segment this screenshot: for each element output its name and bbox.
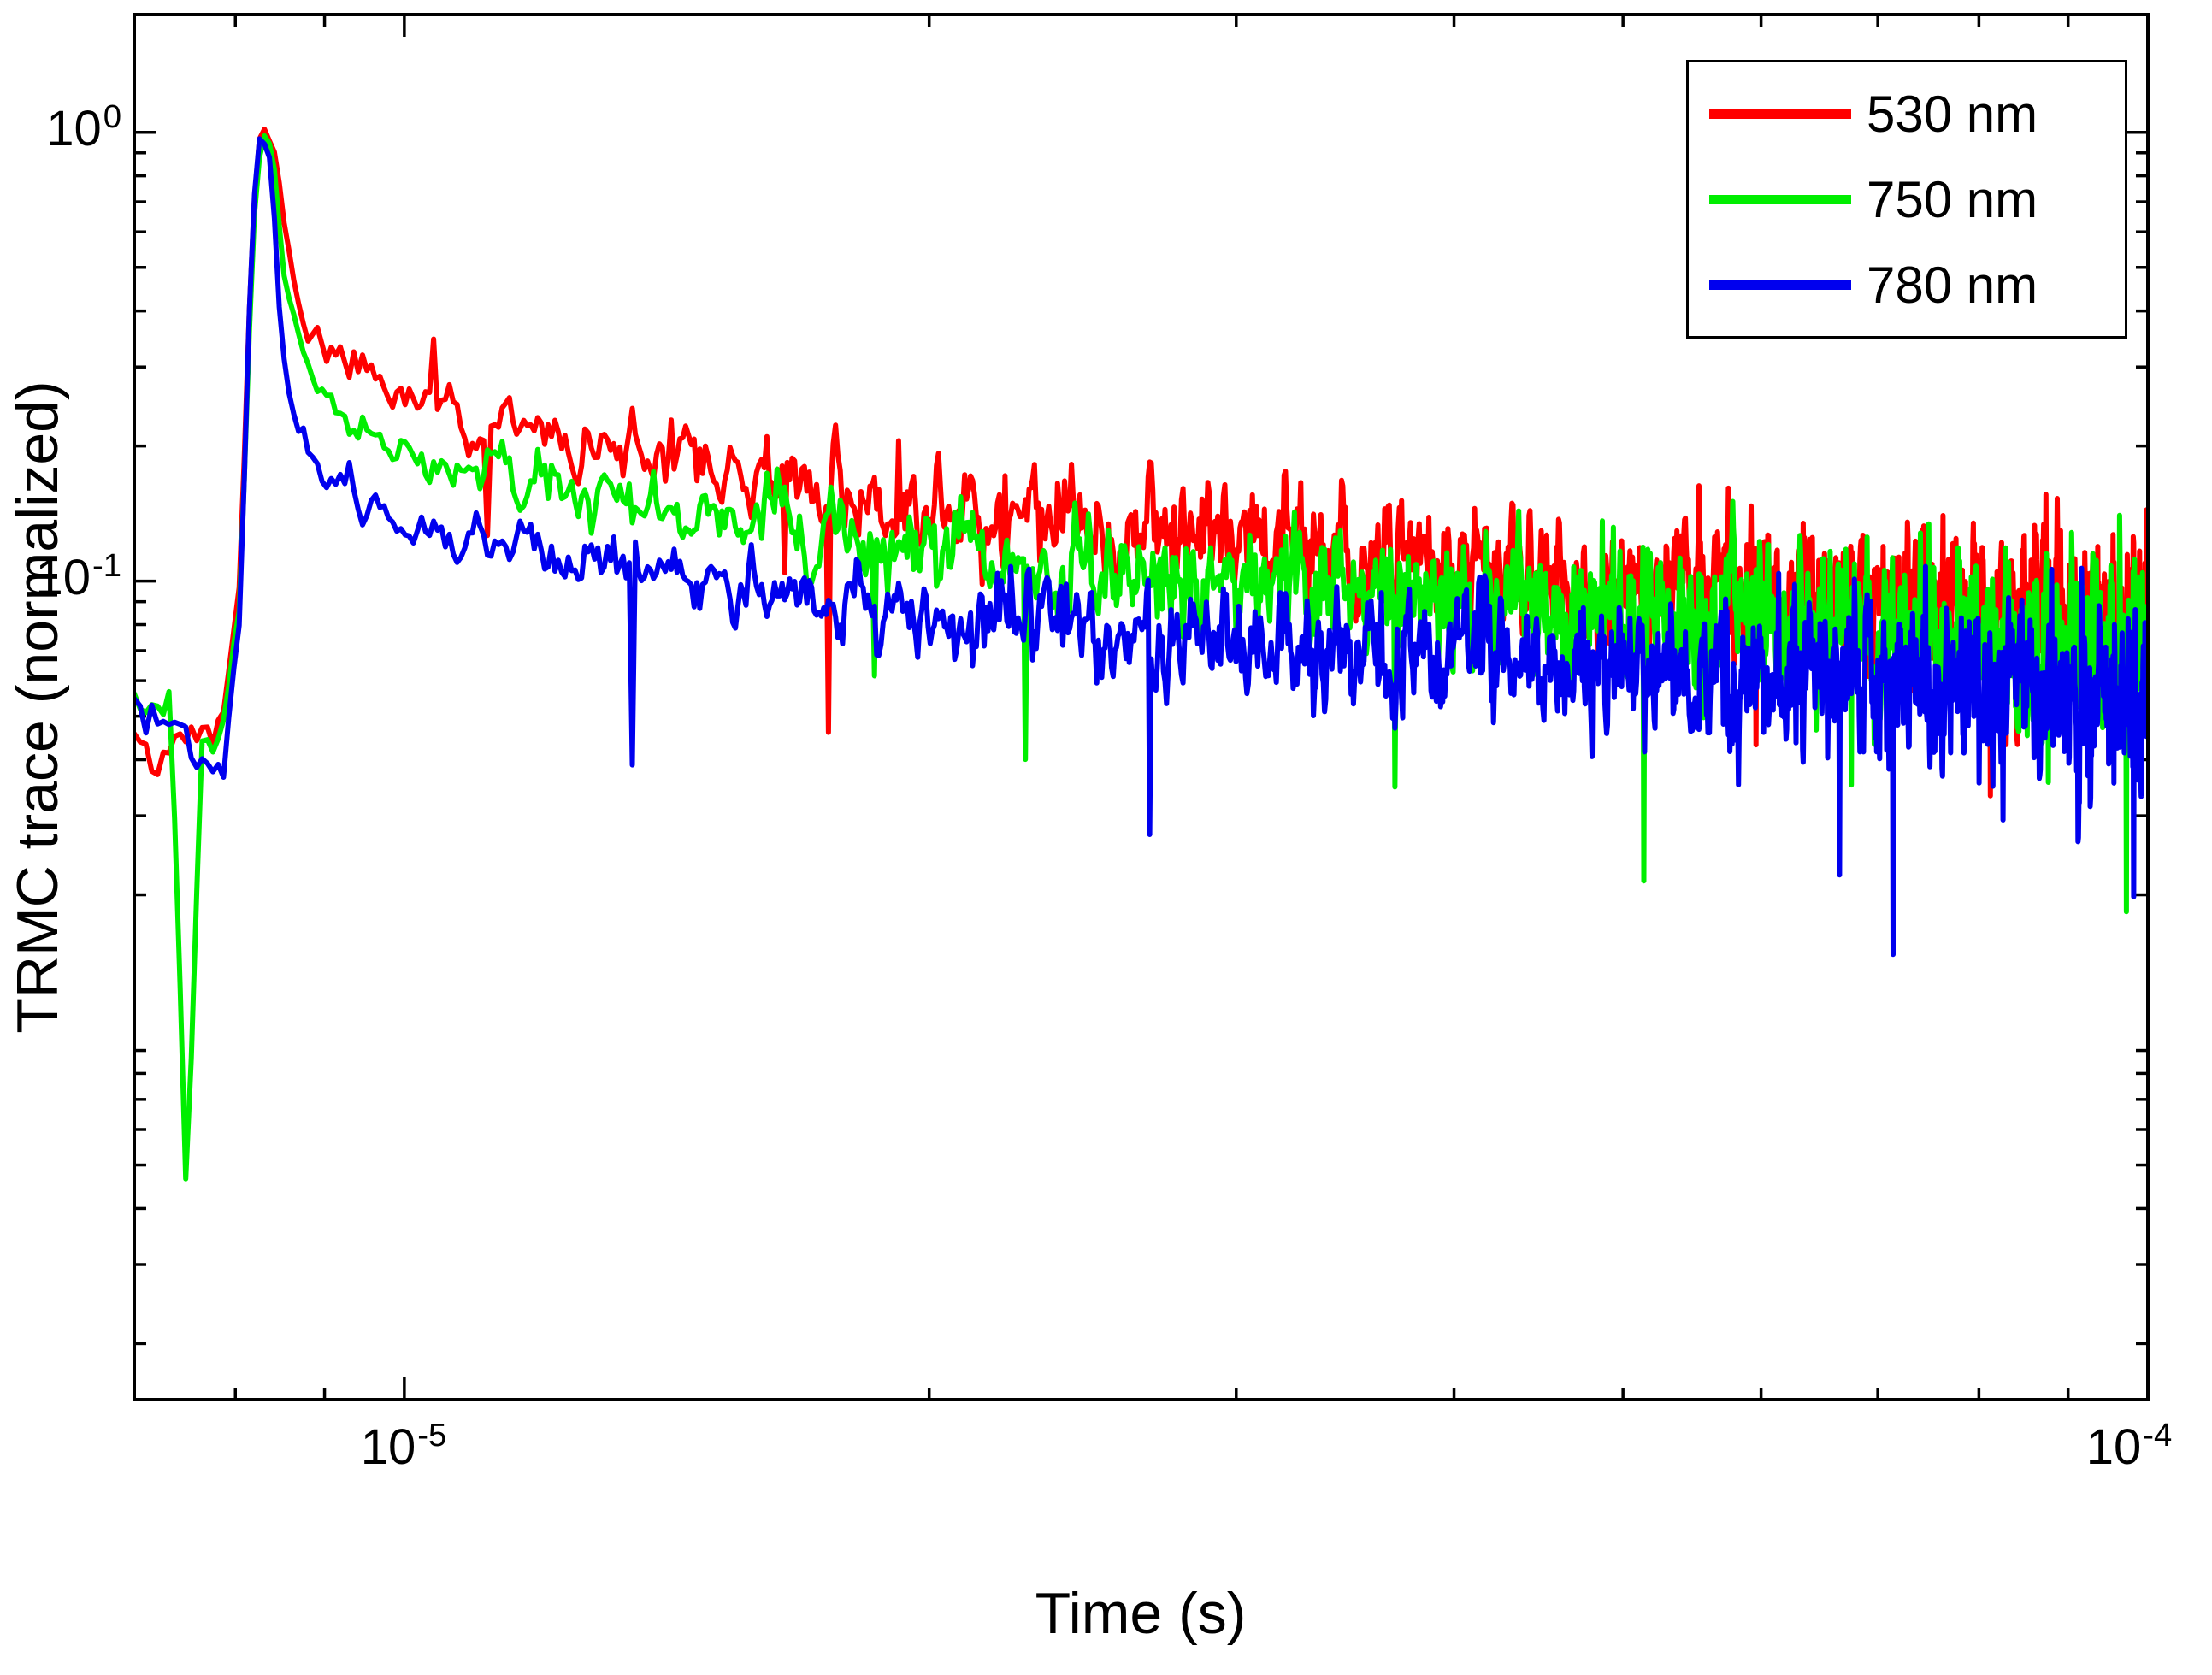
- x-tick-1-mantissa: 10: [360, 1419, 416, 1475]
- legend-item-530nm: 530 nm: [1709, 85, 2116, 144]
- x-tick-2-exponent: -4: [2143, 1416, 2173, 1454]
- series-group: [134, 127, 2148, 1182]
- y-tick-1-mantissa: 10: [46, 101, 102, 156]
- x-tick-1-exponent: -5: [417, 1416, 447, 1454]
- legend: 530 nm 750 nm 780 nm: [1686, 60, 2127, 339]
- legend-label-780nm: 780 nm: [1867, 256, 2038, 314]
- x-tick-2-mantissa: 10: [2085, 1419, 2142, 1475]
- legend-item-780nm: 780 nm: [1709, 256, 2116, 315]
- y-tick-label-1e0: 100: [0, 97, 121, 158]
- legend-line-750nm-icon: [1709, 194, 1851, 204]
- x-tick-label-1e-4: 10-4: [2085, 1416, 2173, 1477]
- y-tick-2-exponent: -1: [91, 546, 121, 584]
- series-530nm-line: [134, 127, 2148, 799]
- y-tick-2-mantissa: 10: [35, 550, 91, 605]
- legend-label-750nm: 750 nm: [1867, 170, 2038, 228]
- legend-line-780nm-icon: [1709, 280, 1851, 290]
- legend-item-750nm: 750 nm: [1709, 170, 2116, 229]
- y-tick-label-1e-1: 10-1: [0, 546, 121, 607]
- x-tick-label-1e-5: 10-5: [360, 1416, 447, 1477]
- axis-ticks: [134, 15, 2150, 1400]
- y-axis-label: TRMC trace (normalized): [5, 380, 70, 1034]
- y-tick-1-exponent: 0: [103, 97, 121, 135]
- legend-label-530nm: 530 nm: [1867, 85, 2038, 143]
- legend-line-530nm-icon: [1709, 109, 1851, 119]
- x-axis-label: Time (s): [1035, 1581, 1247, 1646]
- series-780nm-line: [134, 136, 2148, 958]
- axes-box: [133, 13, 2150, 1401]
